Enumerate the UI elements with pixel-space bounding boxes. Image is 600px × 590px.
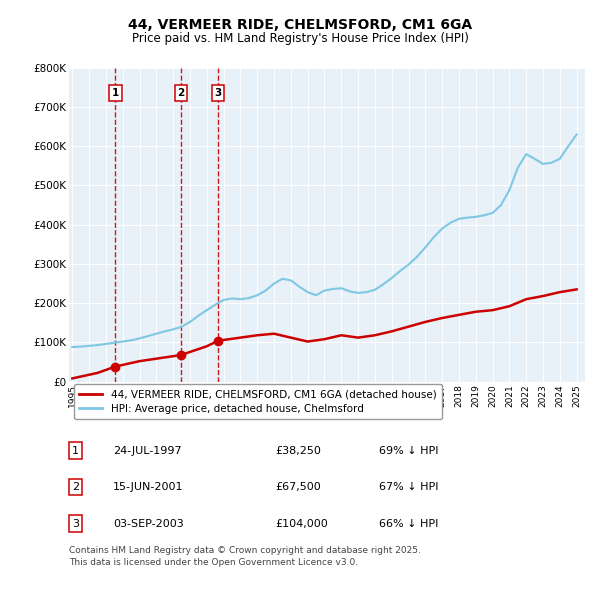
Text: Contains HM Land Registry data © Crown copyright and database right 2025.
This d: Contains HM Land Registry data © Crown c…: [69, 546, 421, 567]
Text: 44, VERMEER RIDE, CHELMSFORD, CM1 6GA: 44, VERMEER RIDE, CHELMSFORD, CM1 6GA: [128, 18, 472, 32]
Text: 66% ↓ HPI: 66% ↓ HPI: [379, 519, 438, 529]
Text: 3: 3: [71, 519, 79, 529]
Text: Price paid vs. HM Land Registry's House Price Index (HPI): Price paid vs. HM Land Registry's House …: [131, 32, 469, 45]
Legend: 44, VERMEER RIDE, CHELMSFORD, CM1 6GA (detached house), HPI: Average price, deta: 44, VERMEER RIDE, CHELMSFORD, CM1 6GA (d…: [74, 384, 442, 419]
Text: 2: 2: [177, 88, 184, 98]
Text: 67% ↓ HPI: 67% ↓ HPI: [379, 482, 438, 492]
Text: 2: 2: [71, 482, 79, 492]
Text: 3: 3: [214, 88, 222, 98]
Text: £38,250: £38,250: [275, 445, 321, 455]
Text: 03-SEP-2003: 03-SEP-2003: [113, 519, 184, 529]
Text: 1: 1: [71, 445, 79, 455]
Text: £67,500: £67,500: [275, 482, 321, 492]
Text: 1: 1: [112, 88, 119, 98]
Text: 15-JUN-2001: 15-JUN-2001: [113, 482, 184, 492]
Text: 69% ↓ HPI: 69% ↓ HPI: [379, 445, 438, 455]
Text: 24-JUL-1997: 24-JUL-1997: [113, 445, 181, 455]
Text: £104,000: £104,000: [275, 519, 328, 529]
